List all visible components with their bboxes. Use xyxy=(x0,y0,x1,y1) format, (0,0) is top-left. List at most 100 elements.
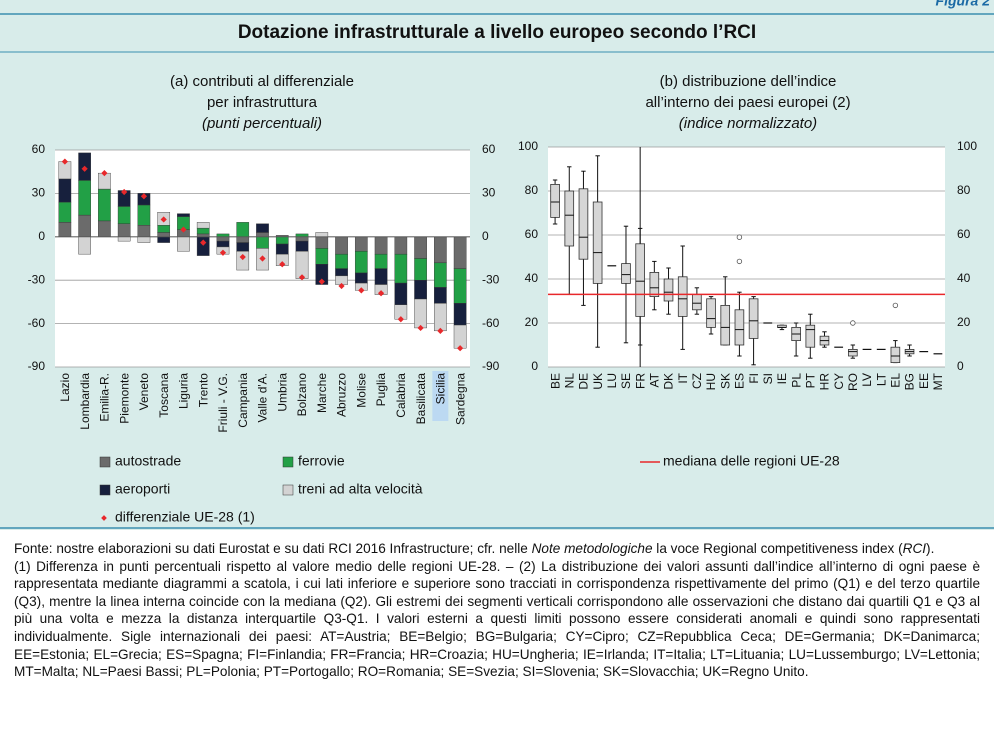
x-tick-label: SE xyxy=(619,373,633,389)
bar-segment xyxy=(394,282,408,305)
box xyxy=(720,304,731,346)
box xyxy=(692,293,702,311)
y2-tick-label: -30 xyxy=(482,272,500,286)
box xyxy=(635,243,645,317)
y2-tick-label: -90 xyxy=(482,359,500,373)
bar-segment xyxy=(434,236,447,264)
bar-segment xyxy=(275,243,289,255)
source-text: la voce Regional competitiveness index ( xyxy=(652,541,903,556)
diff-marker xyxy=(417,324,424,332)
diff-marker xyxy=(101,170,108,177)
y2-tick-label: 0 xyxy=(957,359,964,373)
box xyxy=(706,298,716,328)
bar-segment xyxy=(177,213,190,217)
bar-segment xyxy=(295,236,309,242)
bar-segment xyxy=(256,223,269,233)
bar-segment xyxy=(335,253,348,269)
x-tick-label: DK xyxy=(662,373,676,390)
x-tick-label: Lazio xyxy=(58,373,72,402)
x-tick-label: Sicilia xyxy=(434,373,448,405)
y-tick-label: -30 xyxy=(28,272,46,286)
bar-segment xyxy=(354,236,368,252)
chart-subtitle: (indice normalizzato) xyxy=(679,115,817,132)
bar-segment xyxy=(216,236,230,242)
bar-segment xyxy=(295,233,309,237)
box xyxy=(621,263,631,284)
x-tick-label: LT xyxy=(874,372,888,386)
y-tick-label: -60 xyxy=(28,316,46,330)
y2-tick-label: 60 xyxy=(482,142,496,156)
notes: Fonte: nostre elaborazioni su dati Euros… xyxy=(14,540,980,681)
bar-segment xyxy=(78,236,91,255)
footnote: (1) Differenza in punti percentuali risp… xyxy=(14,558,980,680)
y-tick-label: 60 xyxy=(32,142,46,156)
y2-tick-label: 100 xyxy=(957,139,977,153)
y-tick-label: 0 xyxy=(531,359,538,373)
bar-segment xyxy=(256,236,269,249)
bar-segment xyxy=(315,236,329,249)
x-tick-label: BG xyxy=(903,373,917,390)
bar-segment xyxy=(414,280,427,300)
y2-tick-label: 0 xyxy=(482,229,489,243)
y2-tick-label: 40 xyxy=(957,271,971,285)
x-tick-label: Emilia-R. xyxy=(98,373,112,422)
source-note: Fonte: nostre elaborazioni su dati Euros… xyxy=(14,540,980,558)
outlier xyxy=(736,234,743,240)
x-tick-label: SK xyxy=(718,373,732,389)
box xyxy=(890,346,901,364)
bar-segment xyxy=(236,222,250,237)
diff-marker xyxy=(358,287,365,294)
legend-label: ferrovie xyxy=(298,453,345,469)
x-tick-label: LV xyxy=(860,373,874,387)
diff-marker xyxy=(61,158,68,165)
legend-label: aeroporti xyxy=(115,481,170,497)
x-tick-label: Valle d'A. xyxy=(256,373,270,422)
diff-marker xyxy=(437,327,444,334)
highlight-background xyxy=(432,371,449,421)
figure: Figura 2 Dotazione infrastrutturale a li… xyxy=(0,0,994,530)
bar-segment xyxy=(157,236,171,243)
x-tick-label: Bolzano xyxy=(295,373,309,417)
bar-segment xyxy=(315,248,329,265)
bar-segment xyxy=(58,222,72,237)
x-tick-label: Molise xyxy=(354,373,368,408)
bar-segment xyxy=(157,225,171,233)
bar-segment xyxy=(216,240,230,248)
x-tick-label: FR xyxy=(633,373,647,389)
box xyxy=(564,190,575,247)
source-text: Note metodologiche xyxy=(531,541,653,556)
diff-marker xyxy=(160,216,167,223)
bar-segment xyxy=(98,188,111,222)
x-tick-label: EE xyxy=(917,373,931,389)
legend-swatch xyxy=(282,456,294,468)
bar-segment xyxy=(117,206,131,224)
x-tick-label: Veneto xyxy=(137,373,151,411)
x-tick-label: Calabria xyxy=(394,373,408,418)
box xyxy=(677,276,688,317)
legend-label: treni ad alta velocità xyxy=(298,481,423,497)
box xyxy=(805,324,816,348)
bar-segment xyxy=(98,220,111,238)
bar-segment xyxy=(256,232,269,238)
bar-segment xyxy=(374,268,388,285)
x-tick-label: HR xyxy=(818,373,832,391)
outlier xyxy=(892,302,899,309)
outlier xyxy=(850,320,856,326)
y2-tick-label: 80 xyxy=(957,183,971,197)
bar-segment xyxy=(78,180,91,216)
x-tick-label: Basilicata xyxy=(414,373,428,425)
x-tick-label: Friuli - V.G. xyxy=(216,373,230,433)
x-tick-label: Marche xyxy=(315,373,329,413)
y-tick-label: 100 xyxy=(518,139,538,153)
bar-segment xyxy=(117,223,131,237)
bar-segment xyxy=(453,268,467,304)
bar-segment xyxy=(117,236,131,242)
y-tick-label: 30 xyxy=(32,186,46,200)
x-tick-label: Lombardia xyxy=(78,373,92,430)
bar-segment xyxy=(58,178,72,203)
x-tick-label: Trento xyxy=(196,373,210,408)
bar-segment xyxy=(453,303,467,326)
x-tick-label: AT xyxy=(648,372,662,387)
source-text: RCI xyxy=(902,541,927,556)
